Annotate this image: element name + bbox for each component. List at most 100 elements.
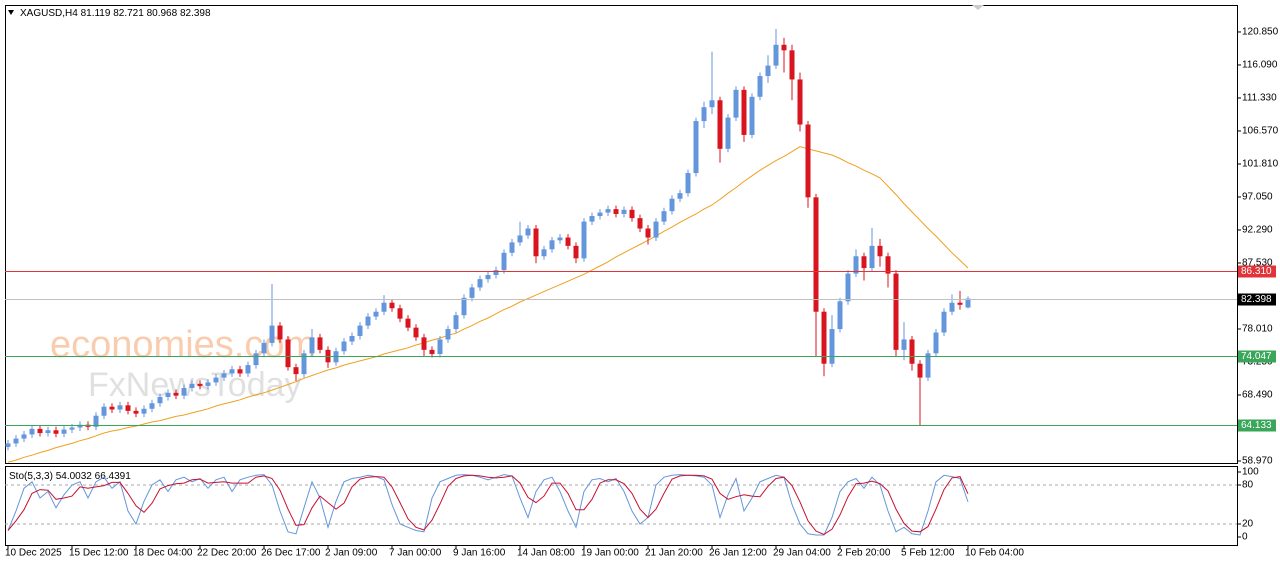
level-box [1238,419,1276,432]
candle-body [893,273,899,350]
candle-body [93,415,99,427]
candle-body [757,75,763,97]
y-tick-label: 120.850 [1242,27,1279,38]
candle-body [829,329,835,364]
x-tick-label: 10 Feb 04:00 [965,548,1024,559]
candle-body [69,427,75,430]
candle-body [125,405,131,411]
y-tick-label: 111.330 [1242,93,1277,104]
x-tick-label: 10 Dec 2025 [5,548,62,559]
candle-body [813,197,819,312]
candle-body [277,325,283,340]
candle-body [669,198,675,212]
candle-body [557,237,563,241]
candle-body [917,363,923,378]
candle-body [853,256,859,274]
candle-body [845,273,851,302]
header-arrow [8,10,14,15]
candle-body [453,315,459,330]
candle-body [213,377,219,383]
candle-body [517,235,523,243]
candle-body [861,256,867,269]
level-label: 64.133 [1241,420,1272,431]
candle-body [341,341,347,352]
level-box [1238,293,1276,306]
candle-body [541,249,547,257]
candle-body [261,342,267,354]
candle-body [405,318,411,328]
k-last: 54.0032 [56,471,93,482]
last-close: 82.398 [180,8,211,19]
level-box [1238,350,1276,363]
candle-body [605,209,611,213]
y-tick-label: 80 [1242,480,1254,491]
watermark: FxNewsToday [88,366,302,404]
x-tick-label: 29 Jan 04:00 [773,548,831,559]
candle-body [477,279,483,288]
candle-body [45,430,51,434]
indicator-name: Sto(5,3,3) [9,471,53,482]
candle-body [749,96,755,135]
candle-body [469,287,475,298]
candle-body [5,443,11,447]
candle-body [693,121,699,174]
stochastic-line [7,474,969,536]
candle-body [309,337,315,354]
x-tick-label: 15 Dec 12:00 [69,548,129,559]
candle-body [293,367,299,375]
y-tick-label: 68.490 [1242,390,1273,401]
candle-body [109,406,115,410]
candle-body [373,311,379,317]
candle-body [501,252,507,271]
candle-body [701,107,707,122]
candle-body [677,193,683,199]
candle-body [525,228,531,236]
candle-body [661,211,667,222]
candle-body [957,302,963,305]
candle-body [901,339,907,350]
candle-body [253,353,259,366]
candle-body [933,332,939,354]
candle-body [413,327,419,338]
level-label: 74.047 [1241,351,1272,362]
last-open: 81.119 [81,8,111,19]
candle-body [349,335,355,342]
candle-body [245,365,251,374]
y-tick-label: 100 [1242,467,1259,478]
x-tick-label: 9 Jan 16:00 [453,548,506,559]
candle-body [61,429,67,434]
x-tick-label: 26 Dec 17:00 [261,548,321,559]
y-tick-label: 97.050 [1242,192,1273,203]
candle-body [725,117,731,149]
candle-body [165,392,171,397]
candle-body [597,212,603,217]
x-tick-label: 22 Dec 20:00 [197,548,257,559]
candle-body [685,173,691,194]
x-tick-label: 18 Dec 04:00 [133,548,193,559]
candle-body [949,302,955,312]
candle-body [589,216,595,222]
x-tick-label: 2 Jan 09:00 [325,548,378,559]
candle-body [773,44,779,66]
candle-body [837,301,843,330]
candle-body [941,311,947,333]
candle-body [389,302,395,309]
x-tick-label: 5 Feb 12:00 [901,548,955,559]
candle-body [821,311,827,364]
candle-body [653,221,659,238]
candle-body [717,100,723,149]
candle-body [237,369,243,374]
candle-body [509,242,515,253]
candle-body [269,325,275,343]
y-tick-label: 58.970 [1242,456,1273,467]
last-high: 82.721 [113,8,144,19]
candle-body [565,237,571,246]
candle-body [885,256,891,274]
candle-body [21,434,27,439]
y-tick-label: 116.090 [1242,60,1278,71]
candle-body [157,396,163,404]
candle-body [357,325,363,336]
candle-body [965,298,971,308]
x-tick-label: 7 Jan 00:00 [389,548,442,559]
